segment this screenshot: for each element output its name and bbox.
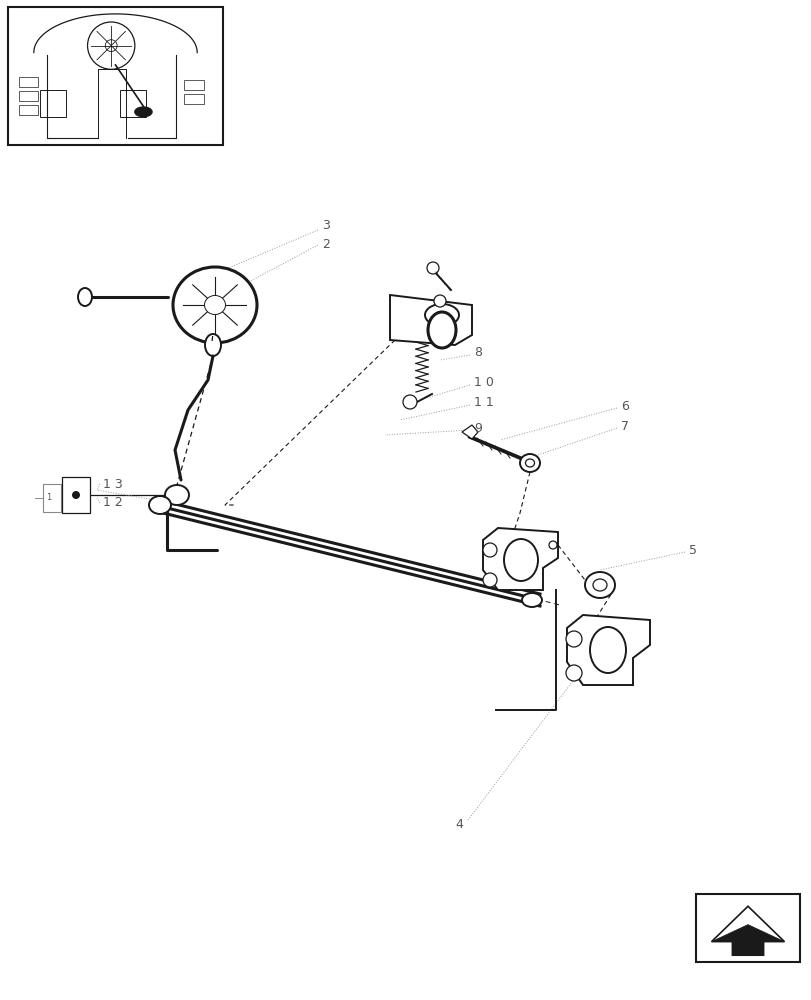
Ellipse shape bbox=[427, 312, 456, 348]
Text: 7: 7 bbox=[620, 420, 629, 432]
Ellipse shape bbox=[590, 627, 625, 673]
Text: 1: 1 bbox=[46, 492, 51, 502]
Bar bbox=[8, 7, 223, 145]
Ellipse shape bbox=[78, 288, 92, 306]
Polygon shape bbox=[483, 528, 557, 590]
Circle shape bbox=[565, 631, 581, 647]
Bar bbox=[19, 91, 38, 101]
Polygon shape bbox=[461, 425, 478, 439]
Ellipse shape bbox=[204, 334, 221, 356]
Text: 4: 4 bbox=[454, 818, 462, 831]
Text: 6: 6 bbox=[620, 399, 628, 412]
Ellipse shape bbox=[148, 496, 171, 514]
Text: 3: 3 bbox=[322, 219, 329, 232]
Text: 1 2: 1 2 bbox=[103, 496, 122, 510]
Circle shape bbox=[402, 395, 417, 409]
Text: 5: 5 bbox=[689, 544, 696, 556]
Ellipse shape bbox=[204, 296, 225, 314]
Bar bbox=[120, 90, 145, 117]
Ellipse shape bbox=[135, 107, 152, 117]
Circle shape bbox=[565, 665, 581, 681]
Bar bbox=[184, 80, 204, 90]
Text: 1 1: 1 1 bbox=[474, 396, 493, 410]
Circle shape bbox=[483, 543, 496, 557]
Ellipse shape bbox=[173, 267, 257, 343]
Bar bbox=[43, 484, 61, 512]
Circle shape bbox=[72, 491, 80, 499]
Ellipse shape bbox=[584, 572, 614, 598]
Circle shape bbox=[427, 262, 439, 274]
Text: 1 3: 1 3 bbox=[103, 478, 122, 490]
Bar bbox=[695, 894, 799, 962]
Circle shape bbox=[433, 295, 445, 307]
Text: 2: 2 bbox=[322, 238, 329, 251]
Bar bbox=[19, 77, 38, 87]
Text: 8: 8 bbox=[474, 347, 482, 360]
Ellipse shape bbox=[504, 539, 538, 581]
Polygon shape bbox=[710, 906, 783, 955]
Polygon shape bbox=[389, 295, 471, 345]
Ellipse shape bbox=[592, 579, 607, 591]
Ellipse shape bbox=[525, 459, 534, 467]
Polygon shape bbox=[710, 925, 783, 955]
Circle shape bbox=[548, 541, 556, 549]
Bar bbox=[41, 90, 66, 117]
Text: 1 0: 1 0 bbox=[474, 376, 493, 389]
Ellipse shape bbox=[519, 454, 539, 472]
Bar bbox=[62, 477, 90, 513]
Circle shape bbox=[483, 573, 496, 587]
Ellipse shape bbox=[165, 485, 189, 505]
Polygon shape bbox=[566, 615, 649, 685]
Bar bbox=[184, 94, 204, 104]
Ellipse shape bbox=[424, 304, 458, 326]
Text: 9: 9 bbox=[474, 422, 481, 434]
Ellipse shape bbox=[521, 593, 541, 607]
Bar bbox=[19, 105, 38, 115]
